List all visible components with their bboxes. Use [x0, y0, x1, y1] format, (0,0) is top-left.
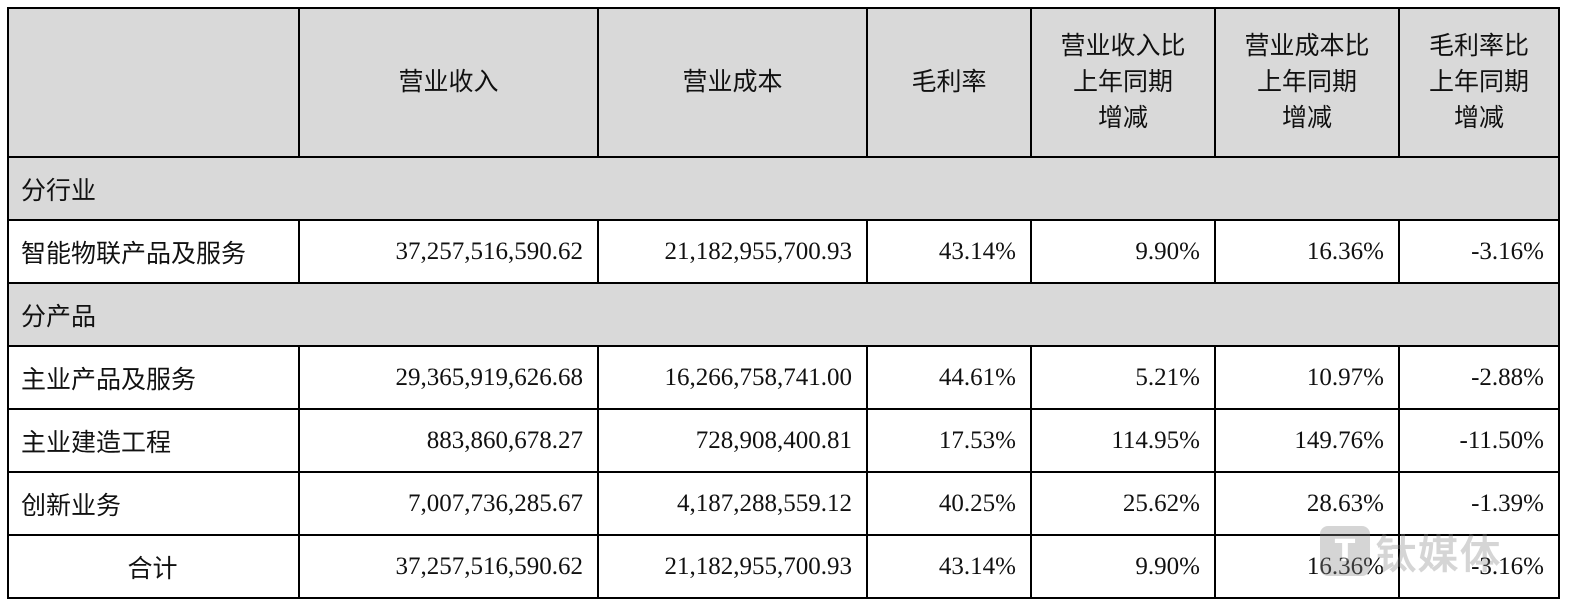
- cell-value: 883,860,678.27: [298, 408, 599, 473]
- cell-value: 37,257,516,590.62: [298, 534, 599, 599]
- header-margin-yoy: 毛利率比 上年同期 增减: [1398, 7, 1560, 158]
- table-row: 创新业务 7,007,736,285.67 4,187,288,559.12 40.2…: [7, 471, 1560, 536]
- header-revenue-yoy: 营业收入比 上年同期 增减: [1030, 7, 1216, 158]
- cell-value: 4,187,288,559.12: [597, 471, 868, 536]
- cell-value: 9.90%: [1030, 219, 1216, 284]
- header-row: 营业收入 营业成本 毛利率 营业收入比 上年同期 增减 营业成本比 上年同期 增减 毛利…: [7, 7, 1560, 158]
- cell-value: 7,007,736,285.67: [298, 471, 599, 536]
- cell-value: 9.90%: [1030, 534, 1216, 599]
- table-row: 主业建造工程 883,860,678.27 728,908,400.81 17.53%…: [7, 408, 1560, 473]
- header-gross-margin: 毛利率: [866, 7, 1032, 158]
- table-row: 主业产品及服务 29,365,919,626.68 16,266,758,741.0…: [7, 345, 1560, 410]
- cell-value: 29,365,919,626.68: [298, 345, 599, 410]
- row-label: 主业产品及服务: [7, 345, 300, 410]
- cell-value: 149.76%: [1214, 408, 1400, 473]
- cell-value: -3.16%: [1398, 219, 1560, 284]
- cell-value: 21,182,955,700.93: [597, 534, 868, 599]
- cell-value: 40.25%: [866, 471, 1032, 536]
- cell-value: 728,908,400.81: [597, 408, 868, 473]
- cell-value: 43.14%: [866, 534, 1032, 599]
- header-blank: [7, 7, 300, 158]
- cell-value: 16.36%: [1214, 219, 1400, 284]
- cell-value: 17.53%: [866, 408, 1032, 473]
- cell-value: 5.21%: [1030, 345, 1216, 410]
- row-label: 合计: [7, 534, 300, 599]
- header-revenue: 营业收入: [298, 7, 599, 158]
- table-row: 合计 37,257,516,590.62 21,182,955,700.93 43.1…: [7, 534, 1560, 599]
- section-title: 分行业: [7, 156, 1560, 221]
- row-label: 创新业务: [7, 471, 300, 536]
- cell-value: -1.39%: [1398, 471, 1560, 536]
- cell-value: 43.14%: [866, 219, 1032, 284]
- cell-value: 21,182,955,700.93: [597, 219, 868, 284]
- section-row: 分产品: [7, 282, 1560, 347]
- section-row: 分行业: [7, 156, 1560, 221]
- cell-value: -3.16%: [1398, 534, 1560, 599]
- cell-value: 44.61%: [866, 345, 1032, 410]
- section-title: 分产品: [7, 282, 1560, 347]
- header-cost: 营业成本: [597, 7, 868, 158]
- cell-value: 16,266,758,741.00: [597, 345, 868, 410]
- cell-value: 25.62%: [1030, 471, 1216, 536]
- row-label: 主业建造工程: [7, 408, 300, 473]
- cell-value: 37,257,516,590.62: [298, 219, 599, 284]
- cell-value: -11.50%: [1398, 408, 1560, 473]
- cell-value: 10.97%: [1214, 345, 1400, 410]
- financial-table: 营业收入 营业成本 毛利率 营业收入比 上年同期 增减 营业成本比 上年同期 增减 毛利…: [7, 7, 1560, 599]
- cell-value: 28.63%: [1214, 471, 1400, 536]
- cell-value: 114.95%: [1030, 408, 1216, 473]
- cell-value: -2.88%: [1398, 345, 1560, 410]
- row-label: 智能物联产品及服务: [7, 219, 300, 284]
- table-row: 智能物联产品及服务 37,257,516,590.62 21,182,955,700…: [7, 219, 1560, 284]
- header-cost-yoy: 营业成本比 上年同期 增减: [1214, 7, 1400, 158]
- cell-value: 16.36%: [1214, 534, 1400, 599]
